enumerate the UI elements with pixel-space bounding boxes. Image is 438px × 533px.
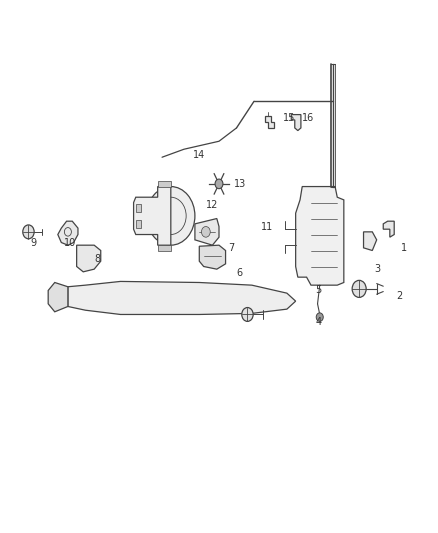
Text: 16: 16 (302, 114, 314, 123)
Text: 2: 2 (396, 291, 403, 301)
Polygon shape (77, 245, 101, 272)
Polygon shape (136, 204, 141, 212)
Text: 13: 13 (234, 179, 247, 189)
Polygon shape (291, 115, 301, 131)
Polygon shape (296, 187, 344, 285)
Text: 11: 11 (261, 222, 273, 231)
Text: 14: 14 (193, 150, 205, 159)
Polygon shape (136, 220, 141, 228)
Polygon shape (364, 232, 377, 251)
Polygon shape (158, 245, 171, 251)
Text: 9: 9 (31, 238, 37, 247)
Polygon shape (134, 187, 171, 245)
Text: 15: 15 (283, 114, 295, 123)
Polygon shape (158, 181, 171, 187)
Polygon shape (199, 245, 226, 269)
Circle shape (215, 179, 223, 189)
Circle shape (316, 313, 323, 321)
Text: 6: 6 (237, 268, 243, 278)
Polygon shape (265, 116, 274, 128)
Polygon shape (58, 221, 78, 245)
Text: 4: 4 (315, 318, 321, 327)
Polygon shape (48, 282, 68, 312)
Circle shape (147, 187, 195, 245)
Text: 7: 7 (228, 243, 234, 253)
Polygon shape (383, 221, 394, 237)
Circle shape (201, 227, 210, 237)
Text: 3: 3 (374, 264, 381, 274)
Circle shape (242, 308, 253, 321)
Polygon shape (68, 281, 296, 314)
Text: 10: 10 (64, 238, 76, 247)
Polygon shape (195, 219, 219, 245)
Circle shape (352, 280, 366, 297)
Text: 8: 8 (94, 254, 100, 263)
Text: 1: 1 (401, 243, 407, 253)
Circle shape (23, 225, 34, 239)
Text: 5: 5 (315, 286, 321, 295)
Text: 12: 12 (206, 200, 218, 210)
